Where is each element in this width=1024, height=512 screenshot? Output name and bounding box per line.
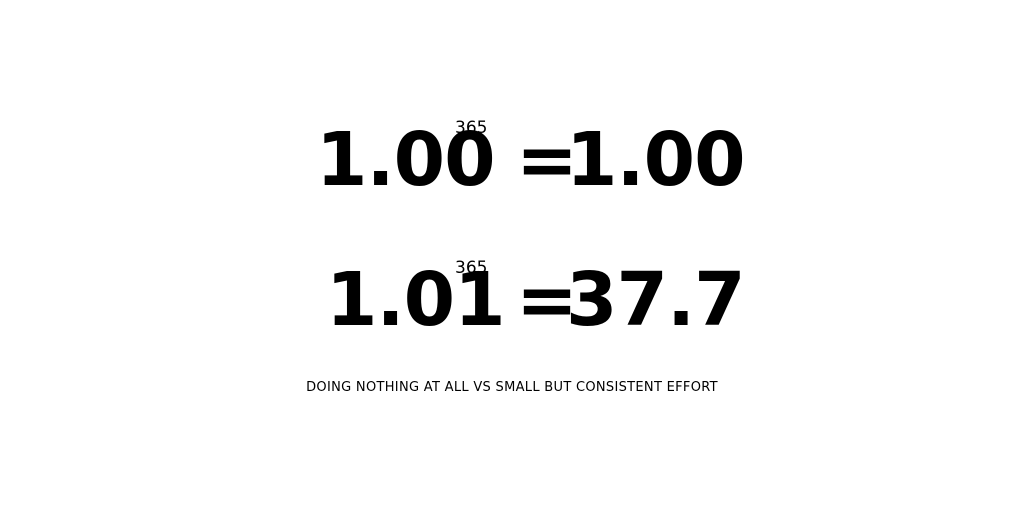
equation-1-equals: = — [516, 117, 578, 203]
caption-text: DOING NOTHING AT ALL VS SMALL BUT CONSIS… — [306, 380, 718, 395]
equation-2-equals: = — [516, 257, 578, 343]
equation-2-exponent: 365 — [455, 258, 488, 278]
equation-2-base: 1.01 — [326, 257, 506, 343]
equation-2-result: 37.7 — [566, 257, 746, 343]
equation-1-base: 1.00 — [316, 117, 496, 203]
equation-1-exponent: 365 — [455, 118, 488, 138]
equation-1-result: 1.00 — [566, 117, 746, 203]
